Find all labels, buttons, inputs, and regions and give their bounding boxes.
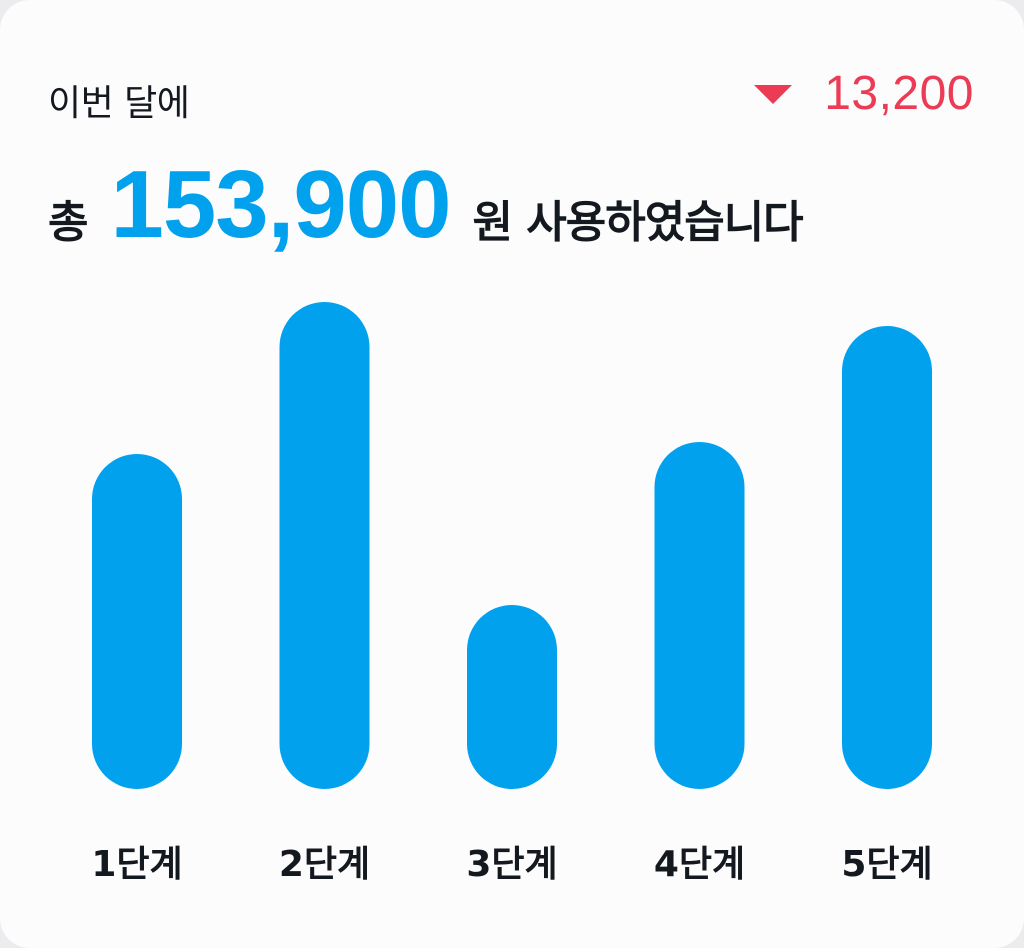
- bar-label-1: 1단계: [91, 844, 182, 885]
- change-value: 13,200: [824, 67, 974, 120]
- bar-label-2: 2단계: [279, 844, 370, 885]
- change-indicator: 13,200: [754, 66, 974, 121]
- total-headline: 총 153,900 원 사용하였습니다: [48, 150, 804, 260]
- bar-label-5: 5단계: [841, 844, 932, 885]
- period-label: 이번 달에: [48, 83, 190, 124]
- bar-1: [92, 454, 182, 789]
- total-suffix: 원 사용하였습니다: [472, 197, 804, 248]
- triangle-down-icon: [754, 85, 793, 104]
- bar-2: [279, 302, 370, 789]
- total-prefix: 총: [48, 197, 89, 248]
- bar-5: [842, 326, 932, 789]
- bar-3: [467, 605, 557, 789]
- bar-label-3: 3단계: [466, 844, 557, 885]
- bar-label-4: 4단계: [654, 844, 745, 885]
- bar-4: [654, 442, 745, 789]
- total-amount: 153,900: [110, 151, 451, 258]
